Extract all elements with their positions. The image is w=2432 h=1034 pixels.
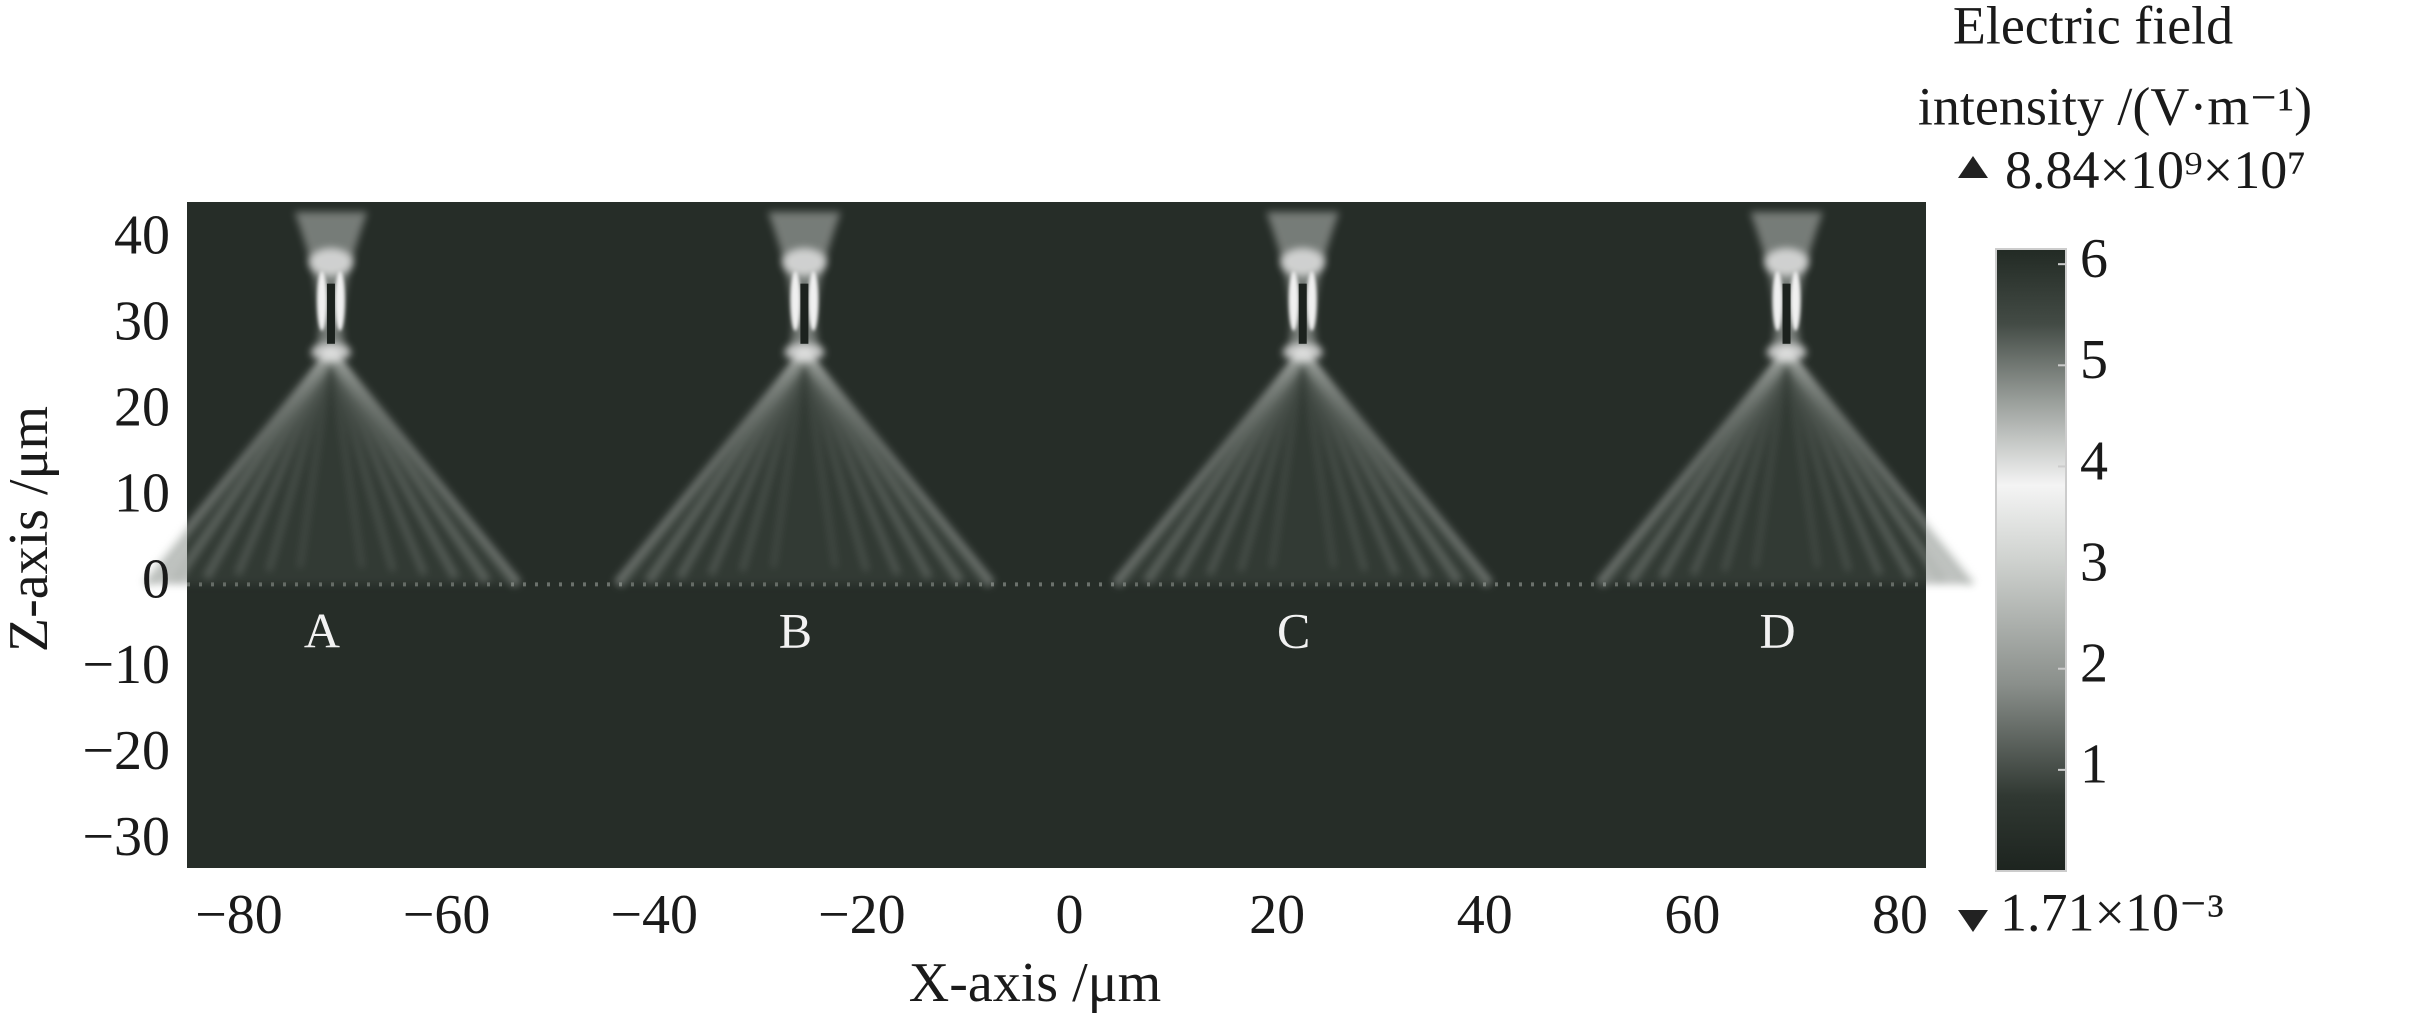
field-lobe <box>1750 212 1823 353</box>
x-tick-label: −80 <box>195 884 283 946</box>
y-tick-label: 40 <box>114 205 170 267</box>
field-core <box>1772 270 1783 331</box>
field-gap <box>1298 283 1307 344</box>
x-tick-label: 0 <box>1055 884 1083 946</box>
colorbar-tick-label: 5 <box>2080 329 2108 391</box>
field-lobe <box>1266 212 1340 353</box>
field-core <box>790 270 801 331</box>
x-tick-label: −40 <box>610 884 698 946</box>
colorbar-title: intensity /(V·m⁻¹) <box>1918 76 2312 136</box>
y-tick-label: 20 <box>114 376 170 438</box>
colorbar-min: 1.71×10⁻³ <box>2000 882 2224 942</box>
field-core <box>1282 343 1323 362</box>
y-tick-label: −20 <box>82 720 170 782</box>
x-tick-label: 60 <box>1664 884 1720 946</box>
x-tick-label: 40 <box>1457 884 1513 946</box>
field-pattern <box>1111 212 1494 588</box>
colorbar-title: Electric field <box>1953 0 2233 55</box>
field-core <box>784 343 825 362</box>
field-core <box>1790 270 1801 331</box>
field-cone <box>1599 352 1974 585</box>
y-tick-label: 10 <box>114 462 170 524</box>
colorbar <box>1995 248 2067 872</box>
field-cone <box>144 352 518 585</box>
colorbar-tick-label: 1 <box>2080 734 2108 796</box>
field-gap <box>326 283 335 344</box>
colorbar-tick-label: 6 <box>2080 228 2108 290</box>
x-axis-label: X-axis /μm <box>909 952 1161 1014</box>
field-core <box>1764 248 1809 277</box>
min-marker <box>1958 910 1988 932</box>
x-tick-label: 20 <box>1249 884 1305 946</box>
colorbar-max: 8.84×10⁹×10⁷ <box>2005 140 2306 200</box>
field-cone <box>1115 352 1490 585</box>
annotation: A <box>304 602 340 658</box>
field-core <box>782 248 827 277</box>
y-tick-label: −10 <box>82 634 170 696</box>
field-core <box>808 270 819 331</box>
max-marker <box>1958 156 1988 178</box>
annotation: D <box>1759 602 1795 658</box>
field-pattern <box>140 212 522 588</box>
x-tick-label: −60 <box>403 884 491 946</box>
field-core <box>1766 343 1807 362</box>
field-core <box>310 343 351 362</box>
x-tick-label: −20 <box>818 884 906 946</box>
colorbar-tick-label: 2 <box>2080 633 2108 695</box>
field-core <box>308 248 353 277</box>
y-tick-label: −30 <box>82 806 170 868</box>
y-tick-label: 0 <box>142 548 170 610</box>
y-axis-label: Z-axis /μm <box>0 406 60 652</box>
colorbar-max-value: 8.84×10⁹ <box>2005 140 2203 200</box>
annotation: C <box>1277 602 1310 658</box>
field-cone <box>617 352 992 585</box>
field-pattern <box>613 212 996 588</box>
field-gap <box>800 283 809 344</box>
field-core <box>316 270 327 331</box>
field-gap <box>1782 283 1791 344</box>
field-core <box>1306 270 1317 331</box>
colorbar-scale: ×10⁷ <box>2203 140 2306 200</box>
field-core <box>1280 248 1325 277</box>
annotation: B <box>779 602 812 658</box>
field-lobe <box>294 212 368 353</box>
colorbar-tick-label: 3 <box>2080 531 2108 593</box>
field-pattern <box>1595 212 1978 588</box>
field-lobe <box>768 212 841 353</box>
field-core <box>334 270 345 331</box>
field-core <box>1288 270 1299 331</box>
y-tick-label: 30 <box>114 290 170 352</box>
x-tick-label: 80 <box>1872 884 1928 946</box>
colorbar-tick-label: 4 <box>2080 430 2108 492</box>
